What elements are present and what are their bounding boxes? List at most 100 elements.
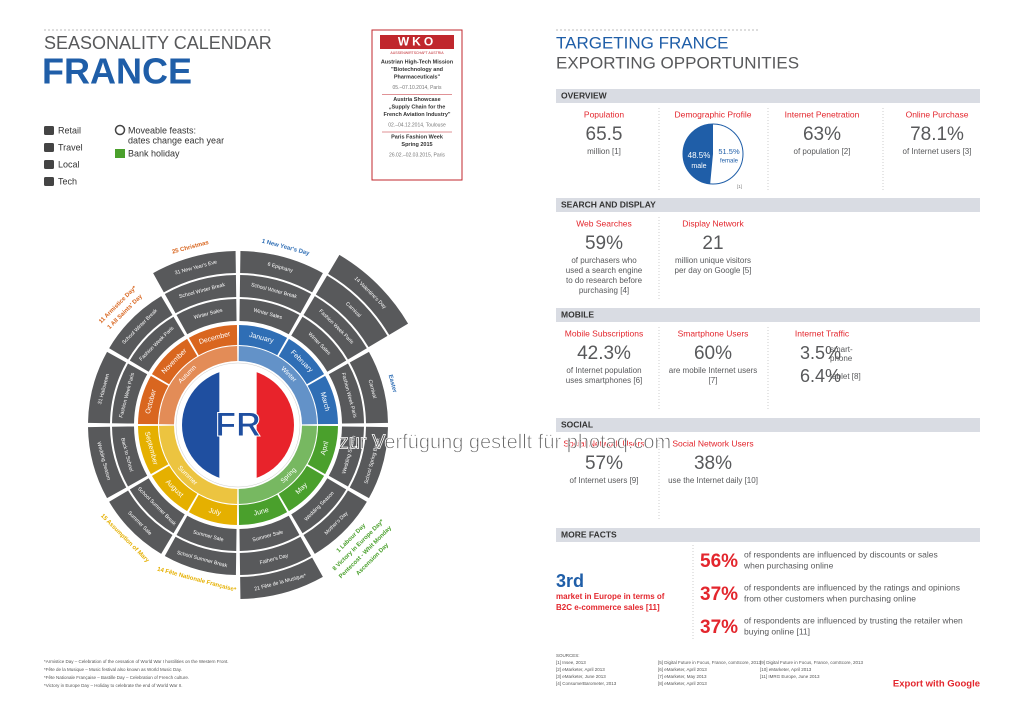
rank-text: market in Europe in terms of bbox=[556, 592, 665, 601]
pie-label: female bbox=[720, 159, 739, 165]
event-segment bbox=[176, 515, 237, 551]
event-segment bbox=[291, 478, 347, 534]
fact-text: of respondents are influenced by trustin… bbox=[744, 615, 963, 625]
stat-title: Web Searches bbox=[576, 218, 632, 228]
wko-box bbox=[371, 29, 463, 181]
fact-text: when purchasing online bbox=[743, 560, 834, 570]
section-header bbox=[556, 528, 980, 542]
month-segment bbox=[151, 338, 198, 385]
stat-value: 42.3% bbox=[577, 343, 631, 364]
legend-icon bbox=[44, 177, 54, 186]
source-item: [2] eMarketer, April 2013 bbox=[556, 667, 605, 672]
section-header bbox=[556, 308, 980, 322]
wko-logo bbox=[380, 35, 454, 49]
event-segment bbox=[240, 557, 323, 599]
event-segment bbox=[129, 478, 185, 534]
event-segment bbox=[164, 275, 237, 314]
source-item: [9] Digital Future in Focus, France, com… bbox=[760, 660, 864, 665]
stat-text: [7] bbox=[709, 376, 718, 385]
stat-title: Online Purchase bbox=[906, 109, 969, 119]
fact-value: 37% bbox=[700, 617, 738, 638]
source-item: [11] IMRG Europe, June 2013 bbox=[760, 674, 820, 679]
section-heading: MOBILE bbox=[561, 309, 594, 319]
legend-item: dates change each year bbox=[128, 135, 224, 145]
stat-value: 57% bbox=[585, 453, 623, 474]
legend-icon bbox=[114, 124, 126, 136]
month-segment bbox=[307, 375, 338, 425]
stat-text: to do research before bbox=[566, 276, 643, 285]
legend-item: Local bbox=[58, 159, 80, 169]
event-segment bbox=[239, 299, 300, 335]
event-segment bbox=[328, 254, 409, 335]
month-segment bbox=[188, 494, 238, 525]
holiday-label: Easter bbox=[387, 374, 398, 394]
source-item: [4] ConsumerBarometer, 2013 bbox=[556, 681, 617, 686]
month-segment bbox=[238, 325, 288, 356]
stat-text: tablet [8] bbox=[830, 372, 861, 381]
stat-value: 38% bbox=[694, 453, 732, 474]
stat-title: Smartphone Users bbox=[678, 328, 749, 338]
event-segment bbox=[239, 515, 300, 551]
section-header bbox=[556, 89, 980, 103]
source-item: [5] Digital Future in Focus, France, com… bbox=[658, 660, 762, 665]
flag-label: FR bbox=[215, 406, 260, 444]
wko-logo-text: WKO bbox=[398, 35, 436, 49]
stat-title: Internet Traffic bbox=[795, 328, 850, 338]
pie-slice bbox=[683, 124, 713, 184]
season-segment bbox=[238, 425, 317, 504]
stat-text: of Internet users [3] bbox=[903, 147, 972, 156]
stat-title: Mobile Subscriptions bbox=[565, 328, 643, 338]
stat-text: per day on Google [5] bbox=[675, 266, 752, 275]
legend-item: Tech bbox=[58, 176, 77, 186]
wko-event: Pharmaceuticals" bbox=[394, 74, 441, 80]
wko-date: 05.–07.10.2014, Paris bbox=[393, 85, 442, 91]
wko-event: „Supply Chain for the bbox=[389, 104, 446, 110]
event-segment bbox=[328, 426, 364, 487]
section-heading: SOCIAL bbox=[561, 419, 593, 429]
month-label: June bbox=[253, 507, 270, 518]
source-item: [8] eMarketer, April 2013 bbox=[658, 681, 707, 686]
watermark: zur Verfügung gestellt für photaq.com bbox=[339, 431, 671, 453]
month-segment bbox=[278, 338, 325, 385]
stat-value: 78.1% bbox=[910, 124, 964, 145]
legend-item: Travel bbox=[58, 142, 83, 152]
stat-value: 59% bbox=[585, 233, 623, 254]
event-segment bbox=[239, 536, 312, 575]
event-segment bbox=[349, 426, 388, 499]
footnote: *Armistice Day – Celebration of the cess… bbox=[44, 659, 229, 664]
section-heading: OVERVIEW bbox=[561, 90, 608, 100]
stat-text: phone bbox=[830, 354, 853, 363]
legend-icon bbox=[44, 160, 54, 169]
season-segment bbox=[159, 346, 238, 425]
legend-item: Bank holiday bbox=[128, 148, 180, 158]
event-segment bbox=[129, 316, 185, 372]
event-segment bbox=[328, 363, 364, 424]
fact-text: buying online [11] bbox=[744, 626, 810, 636]
event-segment bbox=[315, 275, 388, 348]
fact-text: from other customers when purchasing onl… bbox=[744, 593, 916, 603]
event-segment bbox=[88, 351, 127, 424]
wko-sub: AUSSENWIRTSCHAFT AUSTRIA bbox=[390, 51, 444, 55]
event-segment bbox=[240, 251, 323, 293]
flag-stripe bbox=[219, 369, 258, 481]
stat-title: Population bbox=[584, 109, 624, 119]
sources-title: SOURCES: bbox=[556, 653, 580, 658]
event-label: Carnival bbox=[367, 379, 378, 399]
stat-value: 6.4% bbox=[800, 366, 841, 386]
right-subtitle: EXPORTING OPPORTUNITIES bbox=[556, 53, 799, 72]
stat-text: smart- bbox=[830, 345, 853, 354]
stat-value: 3.5% bbox=[800, 343, 841, 363]
stat-value: 21 bbox=[702, 233, 723, 254]
source-item: [7] eMarketer, May 2013 bbox=[658, 674, 707, 679]
source-item: [3] eMarketer, June 2013 bbox=[556, 674, 606, 679]
month-segment bbox=[188, 325, 238, 356]
month-segment bbox=[307, 425, 338, 475]
legend-item: Moveable feasts: bbox=[128, 125, 196, 135]
stat-title: Social Network Users bbox=[563, 438, 644, 448]
month-segment bbox=[238, 494, 288, 525]
footnote: *Fête Nationale Française – Bastille Day… bbox=[44, 675, 189, 680]
stat-text: use the Internet daily [10] bbox=[668, 476, 758, 485]
month-segment bbox=[138, 425, 169, 475]
wko-event: Paris Fashion Week bbox=[391, 134, 444, 140]
legend-item: Retail bbox=[58, 125, 81, 135]
